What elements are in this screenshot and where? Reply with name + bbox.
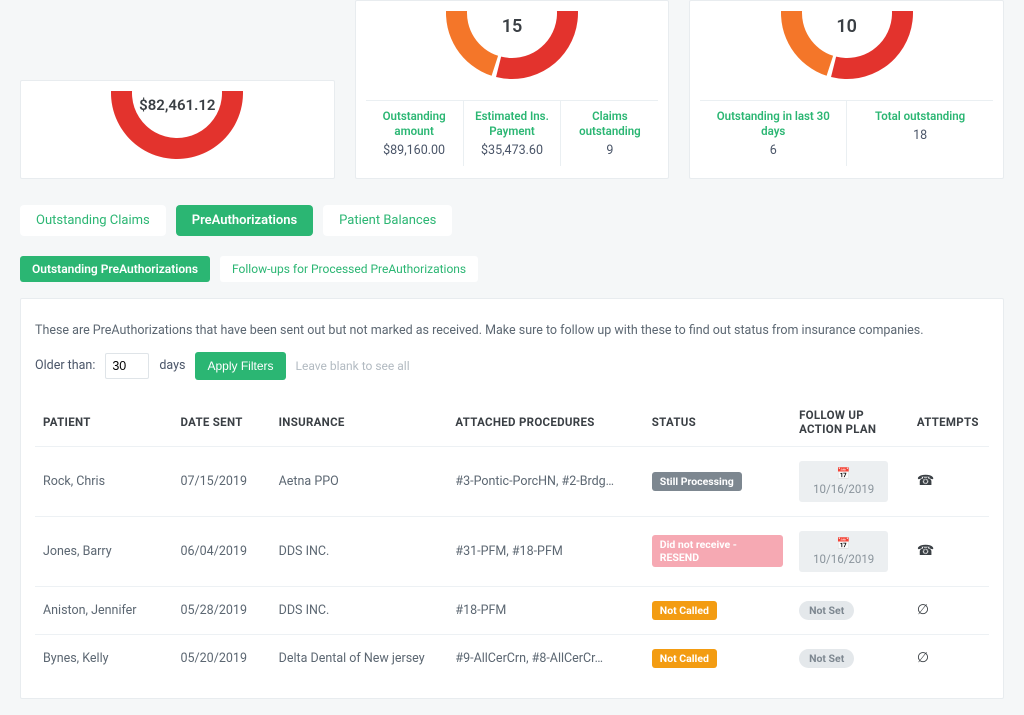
- cell-status: Not Called: [644, 634, 791, 682]
- table-row[interactable]: Jones, Barry06/04/2019DDS INC.#31-PFM, #…: [35, 516, 989, 586]
- days-label: days: [159, 358, 185, 373]
- table-row[interactable]: Bynes, Kelly05/20/2019Delta Dental of Ne…: [35, 634, 989, 682]
- cell-date: 05/28/2019: [172, 586, 270, 634]
- metric-label: Outstanding amount: [372, 109, 457, 139]
- subtab-follow-ups-for-processed-preauthorizations[interactable]: Follow-ups for Processed PreAuthorizatio…: [220, 256, 478, 282]
- tab-outstanding-claims[interactable]: Outstanding Claims: [20, 205, 166, 236]
- status-badge: Not Called: [652, 649, 717, 668]
- status-badge: Not Called: [652, 601, 717, 620]
- filter-row: Older than: days Apply Filters Leave bla…: [35, 352, 989, 380]
- cell-patient: Rock, Chris: [35, 446, 172, 516]
- ban-icon: ∅: [917, 602, 929, 618]
- cell-insurance: DDS INC.: [271, 516, 448, 586]
- column-header[interactable]: ATTEMPTS: [909, 398, 989, 447]
- metric: Total outstanding 18: [847, 101, 993, 166]
- metric-value: 18: [853, 128, 987, 143]
- followup-plan-date[interactable]: 📅 10/16/2019: [799, 531, 888, 572]
- phone-icon[interactable]: ☎: [917, 543, 934, 559]
- column-header[interactable]: FOLLOW UP ACTION PLAN: [791, 398, 909, 447]
- metric-value: $89,160.00: [372, 143, 457, 158]
- cell-patient: Jones, Barry: [35, 516, 172, 586]
- metric: Outstanding in last 30 days 6: [700, 101, 847, 166]
- tab-preauthorizations[interactable]: PreAuthorizations: [176, 205, 313, 236]
- card-c-metrics: Outstanding in last 30 days 6 Total outsta…: [700, 100, 993, 166]
- dashboard-cards: $82,461.12 15 Outstanding amount $89,160.…: [0, 0, 1024, 199]
- column-header[interactable]: INSURANCE: [271, 398, 448, 447]
- followup-plan-notset[interactable]: Not Set: [799, 601, 854, 620]
- followup-plan-date[interactable]: 📅 10/16/2019: [799, 461, 888, 502]
- info-text: These are PreAuthorizations that have be…: [35, 323, 989, 338]
- cell-status: Not Called: [644, 586, 791, 634]
- followup-plan-notset[interactable]: Not Set: [799, 649, 854, 668]
- table-row[interactable]: Aniston, Jennifer05/28/2019DDS INC.#18-P…: [35, 586, 989, 634]
- cell-plan: Not Set: [791, 586, 909, 634]
- column-header[interactable]: STATUS: [644, 398, 791, 447]
- metric-label: Claims outstanding: [567, 109, 652, 139]
- cell-insurance: Aetna PPO: [271, 446, 448, 516]
- sub-tabs: Outstanding PreAuthorizations Follow-ups …: [20, 242, 1004, 282]
- metric-value: 9: [567, 143, 652, 158]
- metric-label: Estimated Ins. Payment: [470, 109, 555, 139]
- subtab-outstanding-preauthorizations[interactable]: Outstanding PreAuthorizations: [20, 256, 210, 282]
- cell-date: 06/04/2019: [172, 516, 270, 586]
- cell-patient: Aniston, Jennifer: [35, 586, 172, 634]
- cell-attempts: ∅: [909, 586, 989, 634]
- cell-procedures: #31-PFM, #18-PFM: [447, 516, 643, 586]
- card-b-metrics: Outstanding amount $89,160.00 Estimated In…: [366, 100, 659, 166]
- card-c-center-value: 10: [772, 11, 922, 37]
- apply-filters-button[interactable]: Apply Filters: [195, 352, 285, 380]
- cell-patient: Bynes, Kelly: [35, 634, 172, 682]
- card-outstanding-amount: $82,461.12: [20, 80, 335, 179]
- tab-patient-balances[interactable]: Patient Balances: [323, 205, 452, 236]
- card-a-center-value: $82,461.12: [102, 91, 252, 114]
- cell-insurance: Delta Dental of New jersey: [271, 634, 448, 682]
- column-header[interactable]: ATTACHED PROCEDURES: [447, 398, 643, 447]
- cell-attempts: ∅: [909, 634, 989, 682]
- cell-date: 05/20/2019: [172, 634, 270, 682]
- cell-procedures: #9-AllCerCrn, #8-AllCerCr…: [447, 634, 643, 682]
- phone-icon[interactable]: ☎: [917, 473, 934, 489]
- cell-procedures: #18-PFM: [447, 586, 643, 634]
- cell-plan: 📅 10/16/2019: [791, 446, 909, 516]
- cell-status: Still Processing: [644, 446, 791, 516]
- cell-plan: 📅 10/16/2019: [791, 516, 909, 586]
- cell-date: 07/15/2019: [172, 446, 270, 516]
- cell-status: Did not receive - RESEND: [644, 516, 791, 586]
- card-claims: 15 Outstanding amount $89,160.00 Estimated…: [355, 0, 670, 179]
- cell-insurance: DDS INC.: [271, 586, 448, 634]
- column-header[interactable]: DATE SENT: [172, 398, 270, 447]
- column-header[interactable]: PATIENT: [35, 398, 172, 447]
- main-tabs: Outstanding Claims PreAuthorizations Patie…: [0, 199, 1024, 242]
- older-than-input[interactable]: [105, 353, 149, 379]
- metric-label: Outstanding in last 30 days: [706, 109, 840, 139]
- metric-value: 6: [706, 143, 840, 158]
- cell-plan: Not Set: [791, 634, 909, 682]
- preauth-table: PATIENTDATE SENTINSURANCEATTACHED PROCED…: [35, 398, 989, 682]
- cell-procedures: #3-Pontic-PorcHN, #2-Brdg…: [447, 446, 643, 516]
- calendar-icon: 📅: [837, 467, 851, 480]
- plan-date-value: 10/16/2019: [813, 552, 874, 566]
- table-row[interactable]: Rock, Chris07/15/2019Aetna PPO#3-Pontic-…: [35, 446, 989, 516]
- status-badge: Did not receive - RESEND: [652, 535, 783, 567]
- filter-hint: Leave blank to see all: [296, 359, 410, 373]
- card-b-center-value: 15: [437, 11, 587, 37]
- metric-label: Total outstanding: [853, 109, 987, 124]
- status-badge: Still Processing: [652, 472, 742, 491]
- card-total: 10 Outstanding in last 30 days 6 Total out…: [689, 0, 1004, 179]
- older-than-label: Older than:: [35, 358, 95, 373]
- cell-attempts: ☎: [909, 516, 989, 586]
- ban-icon: ∅: [917, 650, 929, 666]
- cell-attempts: ☎: [909, 446, 989, 516]
- calendar-icon: 📅: [837, 537, 851, 550]
- metric-value: $35,473.60: [470, 143, 555, 158]
- metric: Claims outstanding 9: [561, 101, 658, 166]
- plan-date-value: 10/16/2019: [813, 482, 874, 496]
- preauth-panel: These are PreAuthorizations that have be…: [20, 298, 1004, 699]
- metric: Outstanding amount $89,160.00: [366, 101, 464, 166]
- metric: Estimated Ins. Payment $35,473.60: [464, 101, 562, 166]
